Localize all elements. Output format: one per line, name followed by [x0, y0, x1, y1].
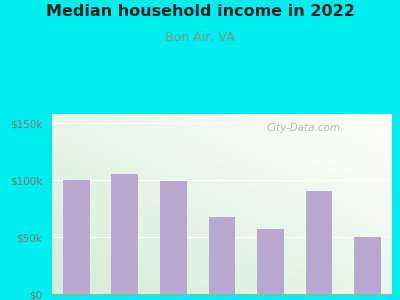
Text: City-Data.com: City-Data.com	[266, 123, 340, 133]
Bar	[160, 181, 187, 294]
Bar	[257, 229, 284, 294]
Text: Bon Air, VA: Bon Air, VA	[165, 32, 235, 44]
Bar	[112, 174, 138, 294]
Bar	[63, 180, 90, 294]
Text: Median household income in 2022: Median household income in 2022	[46, 4, 354, 20]
Bar	[306, 191, 332, 294]
Bar	[354, 237, 381, 294]
Bar	[209, 217, 235, 294]
